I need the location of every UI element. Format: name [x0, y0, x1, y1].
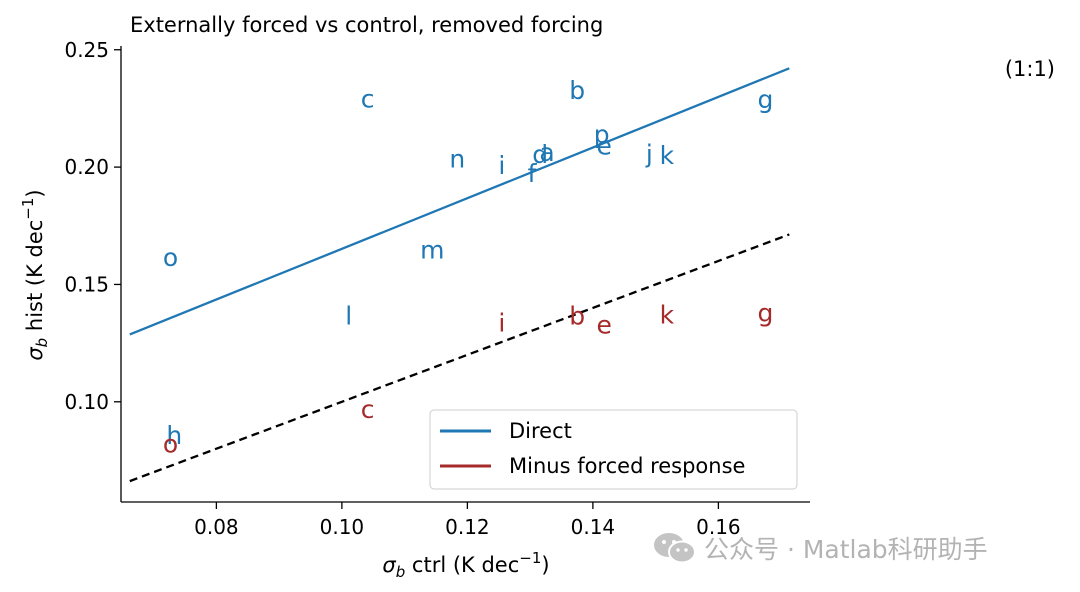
y-axis-ticks: 0.10 0.15 0.20 0.25	[64, 38, 121, 414]
watermark: 公众号 · Matlab科研助手	[652, 528, 988, 568]
direct-point-f: f	[528, 159, 538, 188]
forced-point-e: e	[596, 310, 611, 339]
direct-point-d: d	[532, 140, 548, 169]
x-tick-label: 0.16	[696, 515, 741, 539]
forced-point-i: i	[498, 308, 505, 337]
chart-title: Externally forced vs control, removed fo…	[130, 13, 603, 37]
x-tick-label: 0.12	[445, 515, 490, 539]
forced-point-b: b	[569, 302, 585, 331]
one-to-one-line	[129, 233, 790, 483]
x-axis-label: σb ctrl (K dec−1)	[382, 549, 549, 581]
direct-point-o: o	[163, 243, 178, 272]
y-tick-label: 0.15	[64, 272, 109, 296]
direct-point-g: g	[758, 85, 774, 114]
forced-point-o: o	[163, 429, 178, 458]
x-tick-label: 0.10	[320, 515, 365, 539]
legend-box	[429, 409, 798, 490]
forced-point-k: k	[660, 300, 675, 329]
y-tick-label: 0.10	[64, 390, 109, 414]
y-tick-label: 0.20	[64, 155, 109, 179]
x-axis-ticks: 0.08 0.10 0.12 0.14 0.16	[194, 502, 741, 539]
direct-point-c: c	[361, 84, 375, 113]
ratio-annotation: (1:1)	[1005, 57, 1055, 81]
direct-point-l: l	[345, 301, 352, 330]
forced-point-c: c	[361, 395, 375, 424]
direct-point-b: b	[569, 76, 585, 105]
legend-label: Minus forced response	[509, 454, 745, 478]
direct-point-i: i	[498, 151, 505, 180]
x-tick-label: 0.08	[194, 515, 239, 539]
y-tick-label: 0.25	[64, 38, 109, 62]
legend-label: Direct	[509, 419, 572, 443]
fit-line	[129, 67, 790, 336]
direct-point-p: p	[594, 120, 610, 149]
wechat-icon	[654, 533, 696, 564]
legend: Direct Minus forced response	[429, 409, 798, 490]
direct-point-j: j	[645, 140, 653, 169]
chart-lines	[129, 67, 790, 483]
direct-point-k: k	[660, 141, 675, 170]
direct-point-a: a	[539, 138, 554, 167]
direct-point-e: e	[596, 131, 611, 160]
watermark-text: 公众号 · Matlab科研助手	[704, 535, 988, 564]
axes	[120, 46, 810, 503]
direct-point-n: n	[449, 145, 465, 174]
y-axis-label: σb hist (K dec−1)	[19, 189, 51, 360]
direct-point-h: h	[166, 421, 182, 450]
x-tick-label: 0.14	[571, 515, 616, 539]
direct-point-m: m	[420, 235, 444, 264]
forced-point-g: g	[758, 298, 774, 327]
